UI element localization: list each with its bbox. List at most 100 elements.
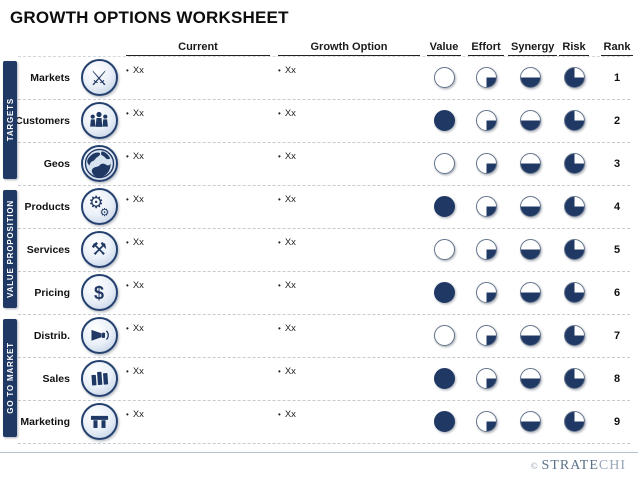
current-cell: • Xx xyxy=(122,142,274,185)
bullet: • xyxy=(278,367,281,376)
current-cell: • Xx xyxy=(122,99,274,142)
crossed-swords-icon: ⚔ xyxy=(80,59,118,96)
table-row: Pricing $ • Xx • Xx 6 xyxy=(0,271,638,315)
bullet: • xyxy=(278,410,281,419)
growth-option-cell: • Xx xyxy=(274,142,424,185)
people-icon xyxy=(80,102,118,139)
bullet: • xyxy=(278,109,281,118)
page-title: GROWTH OPTIONS WORKSHEET xyxy=(10,8,289,27)
effort-harvey-ball xyxy=(475,110,497,131)
value-harvey-ball xyxy=(433,325,455,346)
current-text: Xx xyxy=(132,409,144,420)
bullet: • xyxy=(126,324,129,333)
row-label: Sales xyxy=(42,372,70,385)
table-row: Marketing • Xx • Xx 9 xyxy=(0,400,638,444)
table-row: Distrib. • Xx • Xx 7 xyxy=(0,314,638,358)
growth-option-text: Xx xyxy=(284,65,296,76)
bullet: • xyxy=(126,238,129,247)
tools-icon: ⚒ xyxy=(80,231,118,268)
synergy-harvey-ball xyxy=(519,325,541,346)
column-header-effort: Effort xyxy=(464,41,508,56)
current-text: Xx xyxy=(132,237,144,248)
table-row: Geos • Xx • Xx 3 xyxy=(0,142,638,186)
value-harvey-ball xyxy=(433,368,455,389)
growth-option-cell: • Xx xyxy=(274,56,424,99)
row-label: Geos xyxy=(43,157,70,170)
growth-option-cell: • Xx xyxy=(274,228,424,271)
effort-harvey-ball xyxy=(475,325,497,346)
bullet: • xyxy=(278,238,281,247)
growth-option-cell: • Xx xyxy=(274,400,424,443)
synergy-harvey-ball xyxy=(519,411,541,432)
effort-harvey-ball xyxy=(475,411,497,432)
column-header-risk: Risk xyxy=(552,41,596,56)
synergy-harvey-ball xyxy=(519,368,541,389)
growth-option-text: Xx xyxy=(284,108,296,119)
bar-chart-icon xyxy=(80,360,118,397)
globe-icon xyxy=(80,145,118,182)
bullet: • xyxy=(126,66,129,75)
bullet: • xyxy=(278,195,281,204)
bullet: • xyxy=(278,152,281,161)
table-row: Customers • Xx • Xx 2 xyxy=(0,99,638,143)
rank-value: 9 xyxy=(613,415,621,428)
table-row: Markets ⚔ • Xx • Xx 1 xyxy=(0,56,638,100)
risk-harvey-ball xyxy=(563,282,585,303)
bullet: • xyxy=(126,152,129,161)
column-header-rank: Rank xyxy=(596,41,638,56)
current-cell: • Xx xyxy=(122,314,274,357)
section-bar-go-to-market: GO TO MARKET xyxy=(3,319,17,437)
effort-harvey-ball xyxy=(475,153,497,174)
rank-value: 5 xyxy=(613,243,621,256)
bullet: • xyxy=(278,281,281,290)
current-text: Xx xyxy=(132,151,144,162)
synergy-harvey-ball xyxy=(519,239,541,260)
synergy-harvey-ball xyxy=(519,153,541,174)
current-text: Xx xyxy=(132,366,144,377)
row-label: Customers xyxy=(15,114,70,127)
column-header-growth-option: Growth Option xyxy=(278,41,420,56)
row-label: Markets xyxy=(30,71,70,84)
bullet: • xyxy=(126,281,129,290)
bullet: • xyxy=(126,367,129,376)
rank-value: 6 xyxy=(613,286,621,299)
value-harvey-ball xyxy=(433,153,455,174)
risk-harvey-ball xyxy=(563,153,585,174)
dollar-icon: $ xyxy=(80,274,118,311)
brand-text-secondary: CHI xyxy=(598,458,626,473)
synergy-harvey-ball xyxy=(519,196,541,217)
current-text: Xx xyxy=(132,65,144,76)
risk-harvey-ball xyxy=(563,67,585,88)
value-harvey-ball xyxy=(433,282,455,303)
current-text: Xx xyxy=(132,280,144,291)
current-text: Xx xyxy=(132,323,144,334)
growth-option-cell: • Xx xyxy=(274,314,424,357)
effort-harvey-ball xyxy=(475,239,497,260)
brand-text-primary: STRATE xyxy=(541,458,599,473)
rank-value: 4 xyxy=(613,200,621,213)
synergy-harvey-ball xyxy=(519,282,541,303)
bullet: • xyxy=(126,195,129,204)
risk-harvey-ball xyxy=(563,196,585,217)
growth-option-cell: • Xx xyxy=(274,271,424,314)
rank-value: 7 xyxy=(613,329,621,342)
bullet: • xyxy=(126,109,129,118)
section-bar-targets: TARGETS xyxy=(3,61,17,179)
copyright-symbol: © xyxy=(530,461,539,471)
row-label: Pricing xyxy=(34,286,70,299)
current-text: Xx xyxy=(132,194,144,205)
growth-option-cell: • Xx xyxy=(274,185,424,228)
megaphone-icon xyxy=(80,317,118,354)
footer-divider xyxy=(0,452,638,453)
bullet: • xyxy=(278,324,281,333)
effort-harvey-ball xyxy=(475,368,497,389)
current-cell: • Xx xyxy=(122,400,274,443)
effort-harvey-ball xyxy=(475,196,497,217)
table-row: Sales • Xx • Xx 8 xyxy=(0,357,638,401)
growth-option-text: Xx xyxy=(284,151,296,162)
rank-value: 8 xyxy=(613,372,621,385)
risk-harvey-ball xyxy=(563,239,585,260)
value-harvey-ball xyxy=(433,110,455,131)
stratechi-logo: © STRATECHI xyxy=(531,456,626,474)
risk-harvey-ball xyxy=(563,411,585,432)
